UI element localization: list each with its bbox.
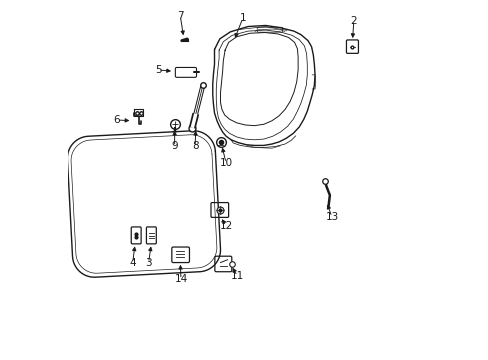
FancyBboxPatch shape	[131, 227, 141, 244]
Text: 7: 7	[177, 11, 183, 21]
Text: 11: 11	[230, 271, 244, 281]
Text: 9: 9	[171, 141, 178, 152]
Text: 10: 10	[219, 158, 232, 168]
FancyBboxPatch shape	[346, 40, 358, 53]
Text: 5: 5	[154, 65, 161, 75]
FancyBboxPatch shape	[210, 203, 228, 217]
FancyBboxPatch shape	[175, 67, 196, 77]
Text: 6: 6	[113, 115, 120, 125]
Text: 4: 4	[129, 258, 136, 268]
FancyBboxPatch shape	[146, 227, 156, 244]
FancyBboxPatch shape	[214, 256, 231, 272]
Text: 13: 13	[325, 212, 338, 222]
FancyBboxPatch shape	[257, 27, 282, 32]
Text: 14: 14	[174, 274, 187, 284]
Text: 8: 8	[191, 141, 198, 152]
Text: 3: 3	[145, 258, 152, 268]
Text: 1: 1	[239, 13, 245, 23]
FancyBboxPatch shape	[171, 247, 189, 262]
Text: 2: 2	[350, 15, 356, 26]
Text: 12: 12	[219, 221, 232, 231]
